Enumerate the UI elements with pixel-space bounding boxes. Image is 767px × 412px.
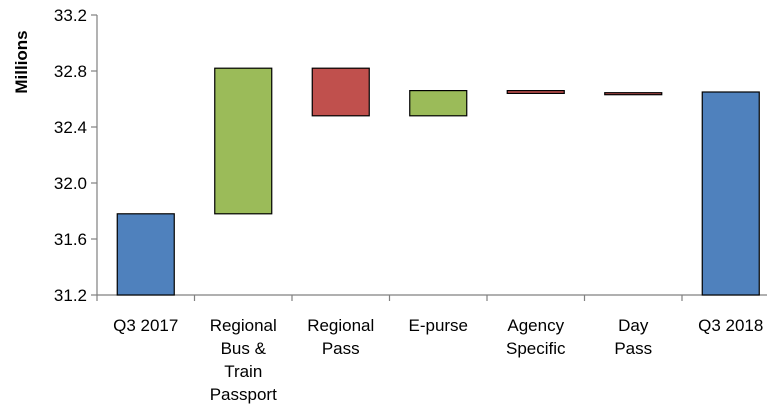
bars-group [116,67,760,296]
x-axis-ticks [96,295,683,301]
x-category-label: Regional [307,316,374,335]
x-category-label: Day [618,316,649,335]
y-axis-ticks: 31.2 31.6 32.0 32.4 32.8 33.2 [54,6,97,305]
y-axis-title: Millions [12,30,31,93]
bar-decrease [604,92,663,96]
bar-total [701,91,760,296]
x-axis-labels: Q3 2017 Regional Bus & Train Passport Regiona… [113,316,763,404]
bar-increase [214,67,273,215]
x-category-label: Bus & [221,339,267,358]
x-category-label: E-purse [408,316,468,335]
bar-decrease [506,89,565,94]
y-tick-label: 32.8 [54,62,87,81]
x-category-label: Q3 2018 [698,316,763,335]
y-tick-label: 31.6 [54,230,87,249]
y-tick-label: 31.2 [54,286,87,305]
x-category-label: Passport [210,385,277,404]
x-category-label: Pass [614,339,652,358]
x-category-label: Regional [210,316,277,335]
x-category-label: Specific [506,339,566,358]
y-tick-label: 32.4 [54,118,87,137]
bar-total [116,213,175,296]
x-category-label: Pass [322,339,360,358]
bar-increase [409,89,468,117]
x-category-label: Q3 2017 [113,316,178,335]
y-tick-label: 33.2 [54,6,87,25]
x-category-label: Agency [507,316,564,335]
x-category-label: Train [224,362,262,381]
y-tick-label: 32.0 [54,174,87,193]
bar-decrease [311,67,370,117]
